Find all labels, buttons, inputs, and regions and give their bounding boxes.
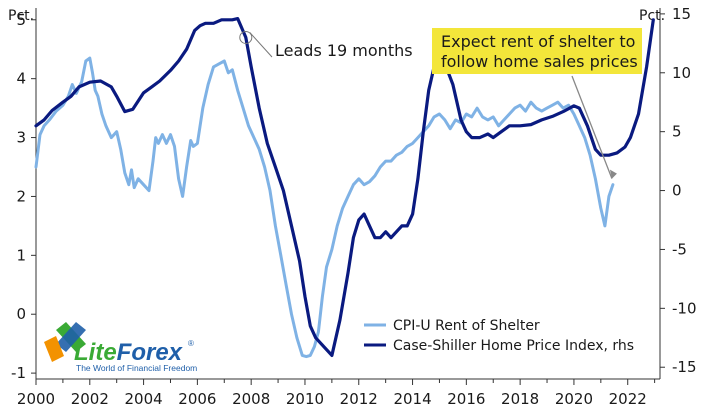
annotation-expect-line2: follow home sales prices bbox=[441, 52, 638, 71]
left-tick-label: 1 bbox=[16, 246, 26, 264]
logo-mark-blue bbox=[56, 322, 86, 352]
left-tick-label: 0 bbox=[16, 305, 26, 323]
annotation-arrow-head bbox=[609, 169, 617, 179]
x-tick-label: 2004 bbox=[124, 390, 162, 408]
annotation-expect-line1: Expect rent of shelter to bbox=[441, 32, 635, 51]
annotations: Leads 19 months Expect rent of shelter to… bbox=[239, 28, 642, 179]
left-tick-label: 2 bbox=[16, 187, 26, 205]
x-tick-label: 2008 bbox=[232, 390, 270, 408]
left-tick-label: -1 bbox=[11, 364, 26, 382]
right-tick-label: 5 bbox=[672, 123, 682, 141]
leads-leader-line bbox=[249, 32, 273, 58]
x-tick-label: 2002 bbox=[71, 390, 109, 408]
annotation-arrow-line bbox=[571, 75, 613, 179]
x-tick-label: 2022 bbox=[609, 390, 647, 408]
right-tick-label: -15 bbox=[672, 358, 697, 376]
right-axis-unit: Pct. bbox=[639, 8, 665, 24]
right-tick-label: 15 bbox=[672, 5, 691, 23]
left-tick-label: 5 bbox=[16, 11, 26, 29]
series-layer bbox=[34, 17, 655, 359]
logo-registered: ® bbox=[188, 339, 194, 348]
annotation-highlight-box bbox=[432, 28, 642, 74]
x-tick-label: 2018 bbox=[501, 390, 539, 408]
x-tick-label: 2006 bbox=[178, 390, 216, 408]
logo-mark-orange bbox=[44, 336, 64, 362]
x-tick-label: 2000 bbox=[17, 390, 55, 408]
right-tick-label: -5 bbox=[672, 240, 687, 258]
logo-forex: Forex bbox=[117, 339, 184, 366]
legend: CPI-U Rent of Shelter Case-Shiller Home P… bbox=[364, 318, 634, 354]
series-line-case-shiller bbox=[34, 17, 655, 357]
leads-marker-circle bbox=[239, 30, 253, 44]
left-tick-label: 4 bbox=[16, 70, 26, 88]
right-tick-label: -10 bbox=[672, 299, 697, 317]
liteforex-logo: LiteForex ® The World of Financial Freedom bbox=[44, 322, 197, 373]
logo-tagline: The World of Financial Freedom bbox=[76, 363, 197, 373]
x-tick-label: 2012 bbox=[340, 390, 378, 408]
annotation-leads: Leads 19 months bbox=[275, 41, 413, 60]
left-tick-label: 3 bbox=[16, 129, 26, 147]
legend-label: Case-Shiller Home Price Index, rhs bbox=[393, 338, 634, 354]
right-tick-label: 0 bbox=[672, 182, 682, 200]
legend-label: CPI-U Rent of Shelter bbox=[393, 318, 540, 334]
series-line-cpi-rent-of-shelter bbox=[34, 56, 615, 359]
x-tick-label: 2016 bbox=[447, 390, 485, 408]
right-tick-label: 10 bbox=[672, 64, 691, 82]
x-tick-label: 2010 bbox=[286, 390, 324, 408]
left-axis-unit: Pct. bbox=[8, 8, 34, 24]
logo-wordmark: LiteForex bbox=[74, 339, 184, 366]
logo-lite: Lite bbox=[74, 339, 117, 366]
x-tick-label: 2020 bbox=[555, 390, 593, 408]
x-tick-label: 2014 bbox=[393, 390, 431, 408]
